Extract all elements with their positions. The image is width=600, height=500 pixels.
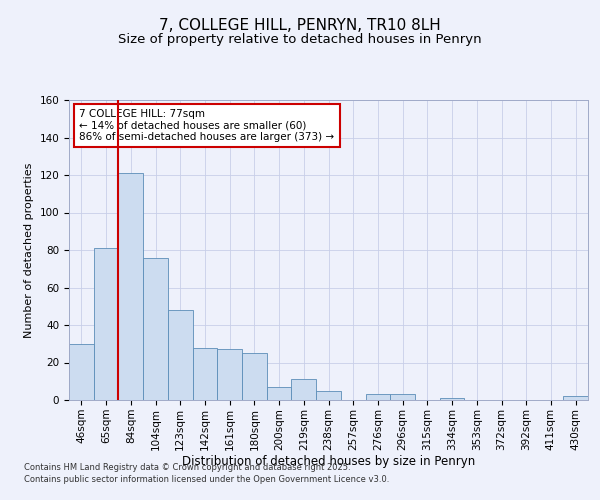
Bar	[193, 348, 217, 400]
Bar	[118, 173, 143, 400]
Bar	[440, 398, 464, 400]
Bar	[217, 350, 242, 400]
Y-axis label: Number of detached properties: Number of detached properties	[24, 162, 34, 338]
Bar	[390, 394, 415, 400]
Bar	[168, 310, 193, 400]
Text: Contains HM Land Registry data © Crown copyright and database right 2025.: Contains HM Land Registry data © Crown c…	[24, 462, 350, 471]
Bar	[69, 344, 94, 400]
Bar	[563, 396, 588, 400]
Bar	[267, 387, 292, 400]
Bar	[242, 353, 267, 400]
Text: Size of property relative to detached houses in Penryn: Size of property relative to detached ho…	[118, 32, 482, 46]
Text: Contains public sector information licensed under the Open Government Licence v3: Contains public sector information licen…	[24, 475, 389, 484]
Bar	[365, 394, 390, 400]
Text: 7 COLLEGE HILL: 77sqm
← 14% of detached houses are smaller (60)
86% of semi-deta: 7 COLLEGE HILL: 77sqm ← 14% of detached …	[79, 109, 335, 142]
Bar	[292, 380, 316, 400]
Bar	[143, 258, 168, 400]
Bar	[94, 248, 118, 400]
X-axis label: Distribution of detached houses by size in Penryn: Distribution of detached houses by size …	[182, 456, 475, 468]
Text: 7, COLLEGE HILL, PENRYN, TR10 8LH: 7, COLLEGE HILL, PENRYN, TR10 8LH	[159, 18, 441, 32]
Bar	[316, 390, 341, 400]
